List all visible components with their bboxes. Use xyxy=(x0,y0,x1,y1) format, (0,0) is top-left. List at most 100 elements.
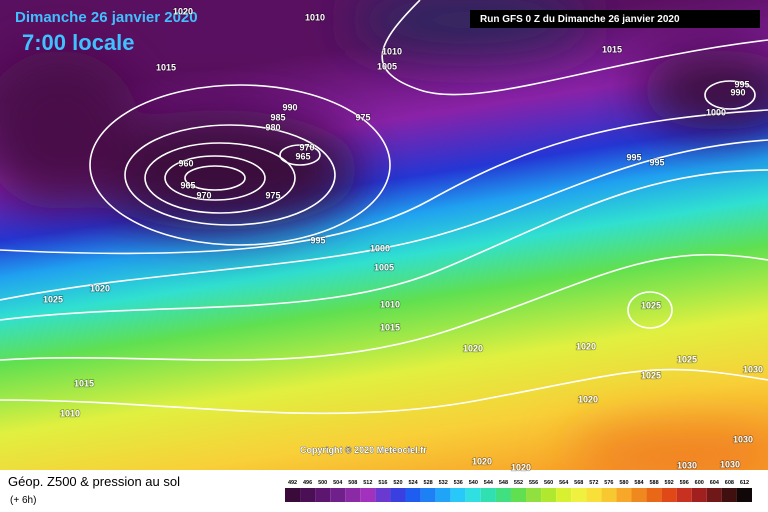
colorbar-cell xyxy=(571,488,587,502)
isobar-label: 990 xyxy=(730,87,745,97)
colorbar-label: 560 xyxy=(544,480,553,486)
isobar-label: 1005 xyxy=(377,61,397,71)
footer-subtitle: (+ 6h) xyxy=(10,495,36,506)
colorbar-label: 504 xyxy=(333,480,343,486)
isobar-label: 1010 xyxy=(382,46,402,56)
colorbar-label: 540 xyxy=(469,480,478,486)
colorbar-label: 580 xyxy=(619,480,628,486)
isobar-label: 970 xyxy=(196,190,211,200)
geopotential-field xyxy=(0,0,768,470)
colorbar-cell xyxy=(450,488,466,502)
colorbar-cell xyxy=(601,488,617,502)
colorbar-label: 608 xyxy=(725,480,734,486)
colorbar-cell xyxy=(676,488,692,502)
isobar-label: 1015 xyxy=(156,62,176,72)
colorbar-label: 544 xyxy=(484,480,494,486)
colorbar-label: 588 xyxy=(649,480,658,486)
colorbar-label: 524 xyxy=(408,480,418,486)
colorbar-label: 612 xyxy=(740,480,749,486)
colorbar-cell xyxy=(661,488,677,502)
colorbar-cell xyxy=(706,488,722,502)
colorbar-label: 552 xyxy=(514,480,523,486)
colorbar-cell xyxy=(510,488,527,502)
colorbar-label: 496 xyxy=(303,480,312,486)
colorbar-cell xyxy=(435,488,451,502)
local-time: 7:00 locale xyxy=(22,30,135,55)
colorbar-label: 520 xyxy=(393,480,402,486)
isobar-label: 1025 xyxy=(677,354,697,364)
isobar-label: 1010 xyxy=(60,408,80,418)
isobar-label: 995 xyxy=(626,152,641,162)
isobar-label: 965 xyxy=(295,151,310,161)
colorbar-label: 492 xyxy=(288,480,297,486)
footer-title: Géop. Z500 & pression au sol xyxy=(8,474,180,489)
colorbar-label: 532 xyxy=(439,480,448,486)
isobar-label: 1005 xyxy=(374,262,394,272)
isobar-label: 1020 xyxy=(463,343,483,353)
colorbar-cell xyxy=(631,488,647,502)
isobar-label: 1030 xyxy=(677,460,697,470)
isobar-label: 965 xyxy=(180,180,195,190)
colorbar-cell xyxy=(646,488,662,502)
isobar-label: 1020 xyxy=(511,462,531,472)
colorbar: 492 496 500 504 508 512 516 520 524 528 532 536 540 5… xyxy=(285,480,752,502)
colorbar-label: 548 xyxy=(499,480,508,486)
colorbar-cell xyxy=(465,488,481,502)
isobar-label: 1030 xyxy=(733,434,753,444)
colorbar-cell xyxy=(330,488,346,502)
colorbar-label: 576 xyxy=(604,480,613,486)
isobar-label: 975 xyxy=(265,190,280,200)
isobar-label: 1010 xyxy=(380,299,400,309)
colorbar-label: 512 xyxy=(363,480,372,486)
colorbar-cell xyxy=(345,488,361,502)
isobar-label: 1015 xyxy=(380,322,400,332)
run-info: Run GFS 0 Z du Dimanche 26 janvier 2020 xyxy=(480,14,680,25)
colorbar-label: 592 xyxy=(665,480,674,486)
colorbar-label: 596 xyxy=(680,480,689,486)
colorbar-cell xyxy=(526,488,542,502)
isobar-label: 980 xyxy=(265,122,280,132)
colorbar-label: 564 xyxy=(559,480,569,486)
colorbar-label: 604 xyxy=(710,480,720,486)
isobar-label: 1015 xyxy=(74,378,94,388)
colorbar-cell xyxy=(736,488,752,502)
colorbar-label: 516 xyxy=(378,480,387,486)
colorbar-label: 568 xyxy=(574,480,583,486)
colorbar-cell xyxy=(721,488,737,502)
isobar-label: 995 xyxy=(310,235,325,245)
isobar-label: 1020 xyxy=(472,456,492,466)
colorbar-cell xyxy=(616,488,632,502)
isobar-label: 995 xyxy=(649,157,664,167)
colorbar-label: 508 xyxy=(348,480,357,486)
colorbar-cell xyxy=(556,488,572,502)
colorbar-cell xyxy=(315,488,331,502)
colorbar-label: 584 xyxy=(634,480,644,486)
isobar-label: 1020 xyxy=(578,394,598,404)
isobar-label: 970 xyxy=(299,142,314,152)
colorbar-cell xyxy=(495,488,511,502)
colorbar-cell xyxy=(586,488,602,502)
isobar-label: 1000 xyxy=(370,243,390,253)
isobar-label: 1025 xyxy=(43,294,63,304)
isobar-label: 1030 xyxy=(743,364,763,374)
colorbar-cell xyxy=(360,488,376,502)
isobar-label: 1020 xyxy=(173,6,193,16)
colorbar-cell xyxy=(480,488,496,502)
isobar-labels: 1020101010101005101510159959901000990985… xyxy=(42,6,764,474)
isobar-label: 1025 xyxy=(641,370,661,380)
isobar-label: 1020 xyxy=(90,283,110,293)
isobar-label: 1025 xyxy=(641,300,661,310)
colorbar-cell xyxy=(420,488,436,502)
run-info-box xyxy=(470,10,760,28)
colorbar-cell xyxy=(300,488,316,502)
colorbar-label: 528 xyxy=(424,480,433,486)
isobar-label: 985 xyxy=(270,112,285,122)
isobar-label: 1010 xyxy=(305,12,325,22)
isobar-label: 975 xyxy=(355,112,370,122)
isobar-label: 1015 xyxy=(602,44,622,54)
date: Dimanche 26 janvier 2020 xyxy=(15,9,198,26)
colorbar-label: 500 xyxy=(318,480,327,486)
isobar-label: 1000 xyxy=(706,107,726,117)
